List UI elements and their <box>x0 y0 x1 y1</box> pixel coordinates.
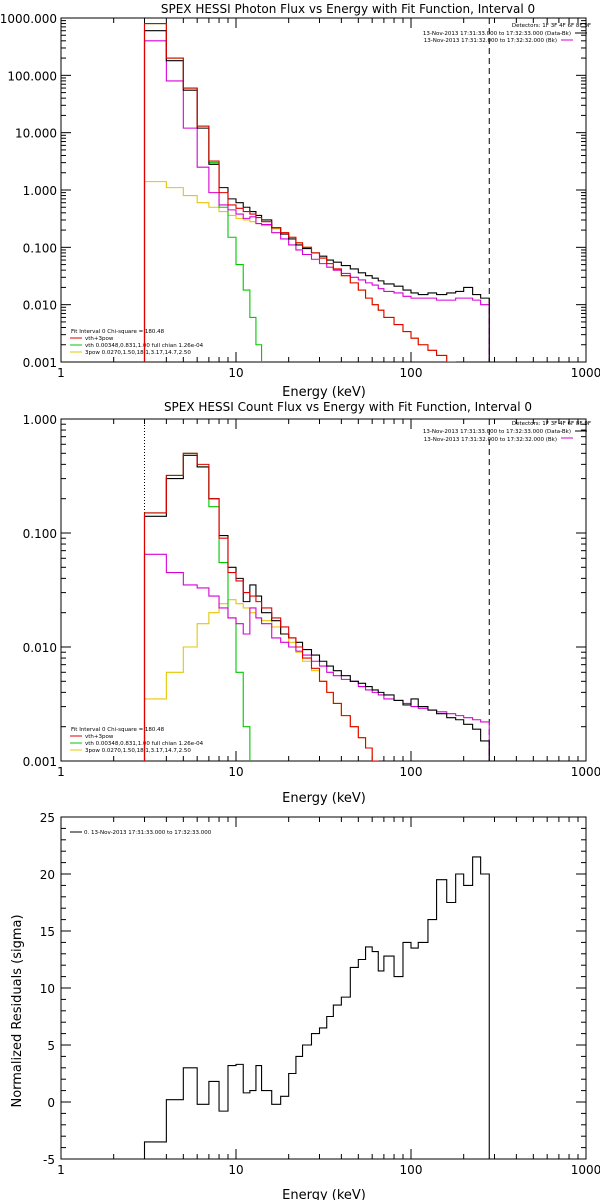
photon-flux-panel: SPEX HESSI Photon Flux vs Energy with Fi… <box>0 2 600 400</box>
count-flux-xtick-label: 1000 <box>571 765 600 779</box>
photon-flux-xtick-label: 100 <box>400 366 423 380</box>
photon-flux-xtick-label: 1000 <box>571 366 600 380</box>
residuals-ytick-label: 15 <box>40 925 55 939</box>
photon-flux-ytick-label: 1000.000 <box>0 12 57 26</box>
photon-flux-ytick-label: 1.000 <box>23 184 57 198</box>
residuals-ylabel: Normalized Residuals (sigma) <box>10 914 25 1107</box>
count-flux-ytick-label: 1.000 <box>23 413 57 427</box>
photon-flux-legend-bk: 13-Nov-2013 17:31:32.000 to 17:32:32.000… <box>424 38 557 44</box>
count-flux-legend-model: vth+3pow <box>85 734 114 740</box>
count-flux-series-data-bk <box>143 454 490 761</box>
photon-flux-ytick-label: 0.010 <box>23 299 57 313</box>
photon-flux-title: SPEX HESSI Photon Flux vs Energy with Fi… <box>161 2 535 16</box>
residuals-ytick-label: 10 <box>40 982 55 996</box>
residuals-xlabel: Energy (keV) <box>282 1188 366 1200</box>
residuals-xtick-label: 10 <box>228 1163 243 1177</box>
photon-flux-series-3pow <box>143 181 456 362</box>
count-flux-series-vth <box>143 452 257 761</box>
count-flux-ytick-label: 0.010 <box>23 641 57 655</box>
count-flux-ytick-label: 0.100 <box>23 527 57 541</box>
residuals-ytick-label: 20 <box>40 868 55 882</box>
photon-flux-legend-model: vth+3pow <box>85 336 114 342</box>
count-flux-frame <box>60 418 587 762</box>
count-flux-title: SPEX HESSI Count Flux vs Energy with Fit… <box>164 400 532 414</box>
residuals-legend: 0. 13-Nov-2013 17:31:33.000 to 17:32:33.… <box>84 830 212 836</box>
photon-flux-ytick-label: 100.000 <box>7 69 57 83</box>
residuals-ytick-label: 25 <box>40 811 55 825</box>
residuals-series-residuals <box>143 856 490 1159</box>
photon-flux-legend-fit: Fit Interval 0 Chi-square = 180.48 <box>71 329 165 335</box>
photon-flux-xlabel: Energy (keV) <box>282 385 366 400</box>
photon-flux-series-vth-3pow <box>143 23 456 362</box>
count-flux-series-bk <box>143 553 490 761</box>
residuals-ytick-label: 0 <box>47 1096 55 1110</box>
count-flux-xtick-label: 1 <box>57 765 65 779</box>
photon-flux-series-bk <box>143 40 490 362</box>
photon-flux-series-data-bk <box>143 30 490 362</box>
residuals-ytick-label: 5 <box>47 1039 55 1053</box>
count-flux-xlabel: Energy (keV) <box>282 791 366 806</box>
photon-flux-xtick-label: 1 <box>57 366 65 380</box>
count-flux-legend-bk: 13-Nov-2013 17:31:32.000 to 17:32:32.000… <box>424 437 557 443</box>
photon-flux-ytick-label: 0.001 <box>23 356 57 370</box>
count-flux-xtick-label: 100 <box>400 765 423 779</box>
photon-flux-legend-3pow: 3pow 0.0270,1.50,18.1,3.17,14.7,2.50 <box>85 350 191 356</box>
residuals-xtick-label: 100 <box>400 1163 423 1177</box>
photon-flux-detectors: Detectors: 1F 3F 4F 6F 8F 9F <box>512 23 591 29</box>
residuals-xtick-label: 1 <box>57 1163 65 1177</box>
count-flux-legend-3pow: 3pow 0.0270,1.50,18.1,3.17,14.7,2.50 <box>85 748 191 754</box>
photon-flux-frame <box>60 17 587 363</box>
count-flux-xtick-label: 10 <box>228 765 243 779</box>
residuals-panel: Energy (keV) Normalized Residuals (sigma… <box>10 811 600 1200</box>
photon-flux-ytick-label: 0.100 <box>23 241 57 255</box>
photon-flux-ytick-label: 10.000 <box>15 127 57 141</box>
photon-flux-legend-databk: 13-Nov-2013 17:31:33.000 to 17:32:33.000… <box>423 31 571 37</box>
count-flux-detectors: Detectors: 1F 3F 4F 6F 8F 9F <box>512 421 591 427</box>
residuals-ytick-label: -5 <box>43 1153 55 1167</box>
photon-flux-series-vth <box>143 23 273 362</box>
residuals-xtick-label: 1000 <box>571 1163 600 1177</box>
photon-flux-xtick-label: 10 <box>228 366 243 380</box>
count-flux-legend-fit: Fit Interval 0 Chi-square = 180.48 <box>71 727 165 733</box>
count-flux-ytick-label: 0.001 <box>23 755 57 769</box>
count-flux-panel: SPEX HESSI Count Flux vs Energy with Fit… <box>23 400 600 806</box>
count-flux-legend-databk: 13-Nov-2013 17:31:33.000 to 17:32:33.000… <box>423 429 571 435</box>
count-flux-series-vth-3pow <box>143 452 379 761</box>
residuals-frame <box>60 816 587 1160</box>
